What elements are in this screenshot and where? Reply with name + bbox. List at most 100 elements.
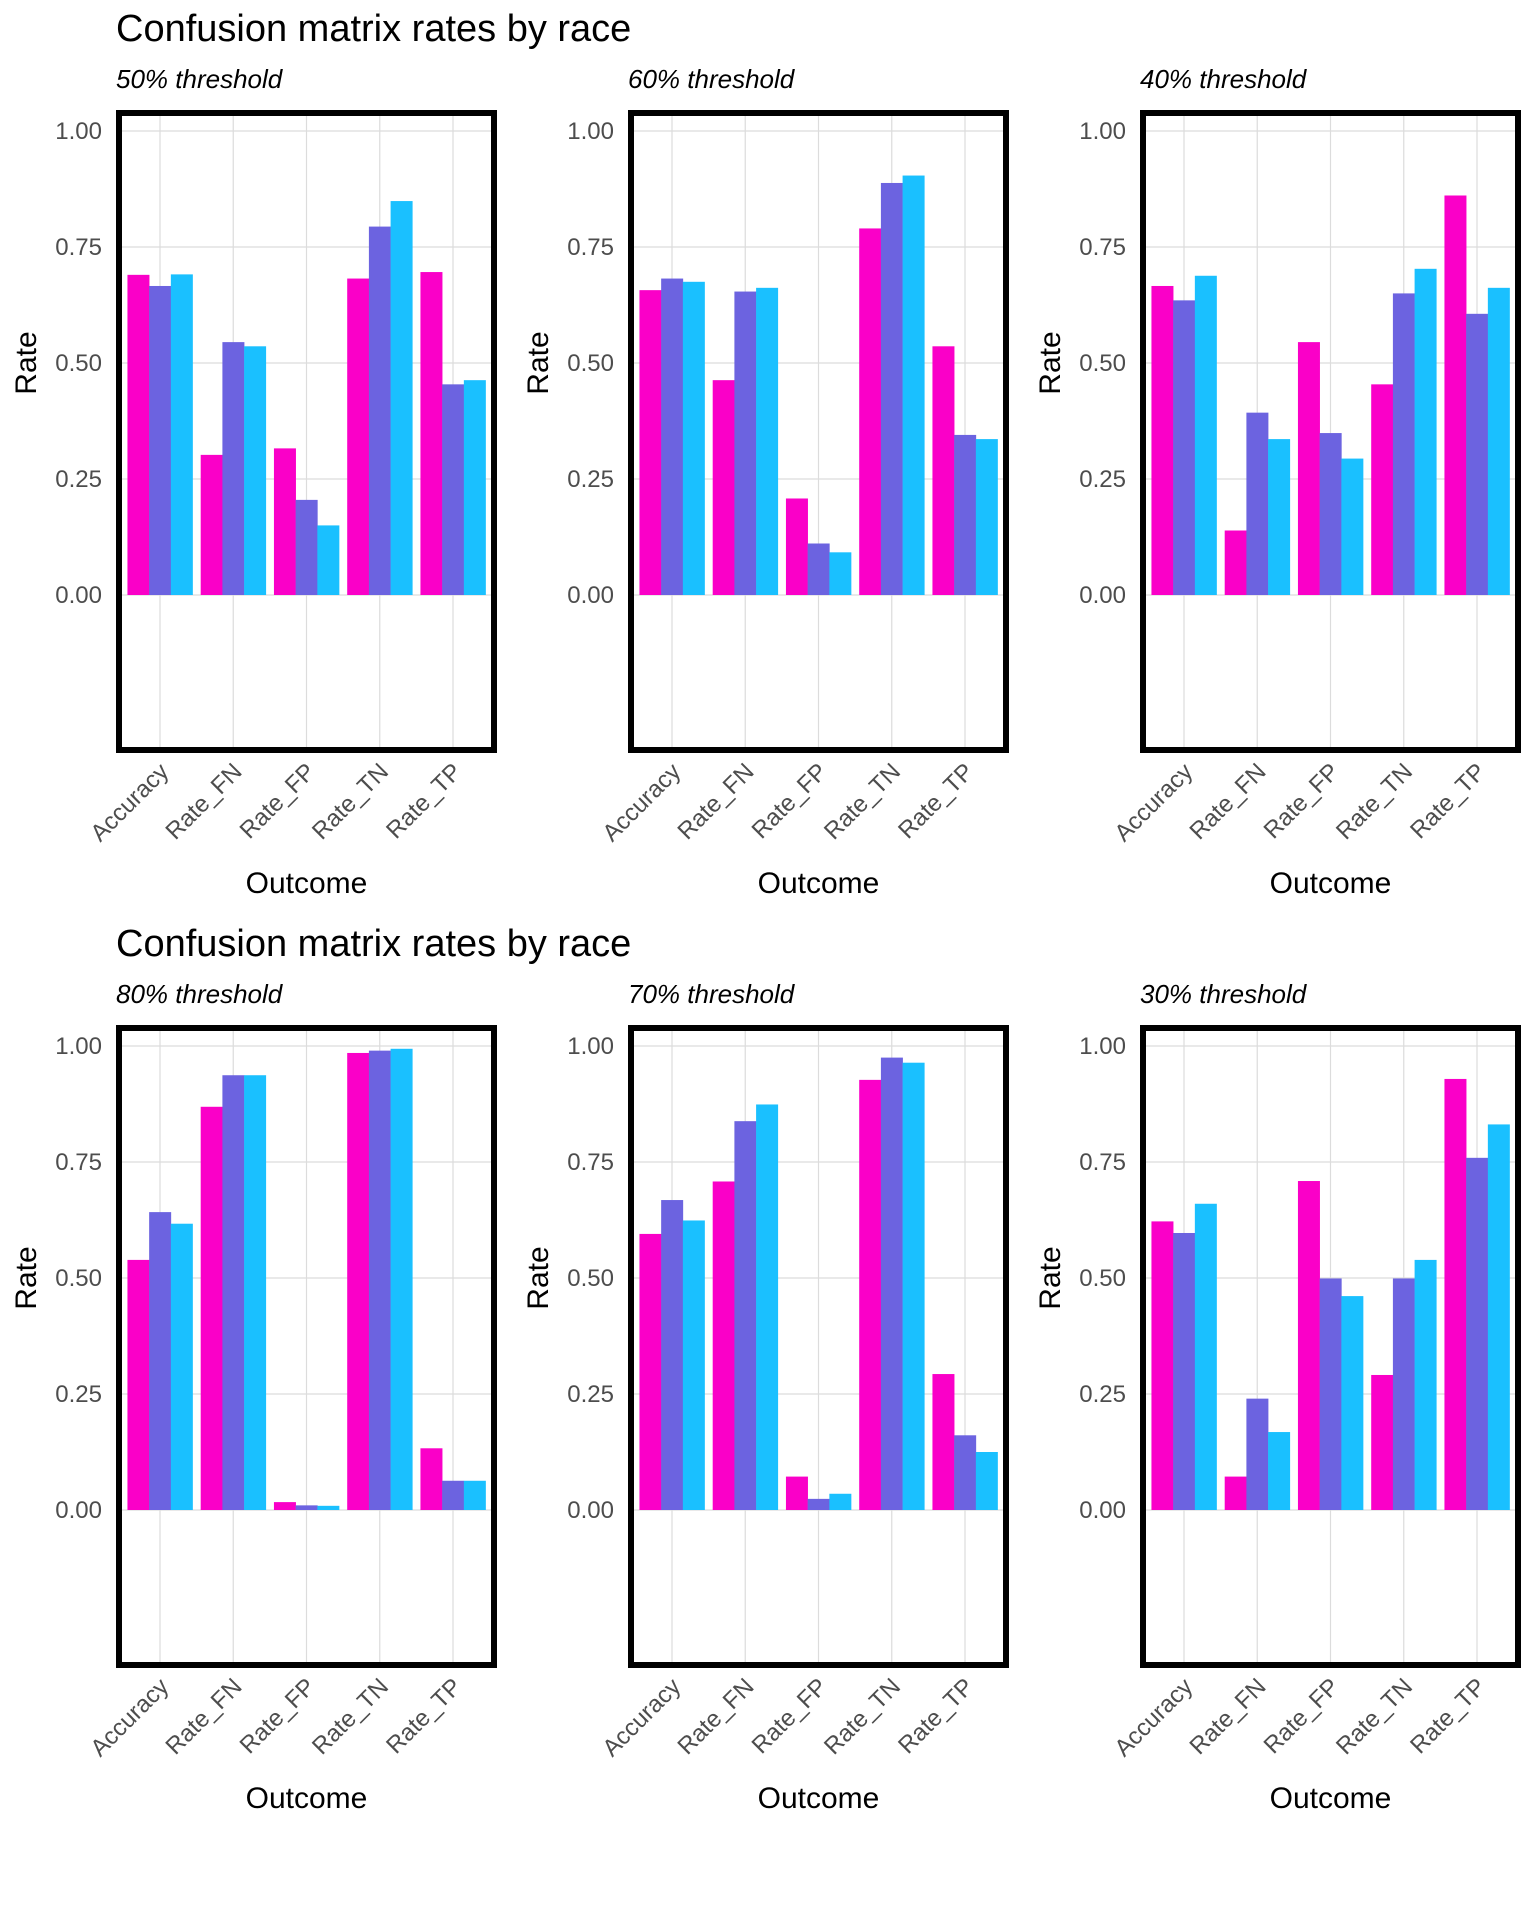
bar-rate-fn-group-2 bbox=[734, 1121, 757, 1510]
y-tick-label: 0.25 bbox=[1079, 1381, 1126, 1408]
y-tick-label: 1.00 bbox=[1079, 118, 1126, 145]
bar-rate-fp-group-3 bbox=[1341, 1296, 1364, 1510]
bar-rate-tn-group-2 bbox=[1392, 1278, 1415, 1510]
bar-rate-fn-group-2 bbox=[734, 291, 757, 595]
y-tick-label: 0.00 bbox=[55, 582, 102, 609]
x-tick-label: Rate_TP bbox=[1405, 1673, 1491, 1759]
bar-rate-tp-group-1 bbox=[932, 1374, 955, 1510]
panel-subtitle: 70% threshold bbox=[628, 979, 795, 1009]
bar-rate-fn-group-3 bbox=[756, 1104, 779, 1510]
x-tick-label: Rate_TN bbox=[307, 1673, 394, 1760]
y-axis-title: Rate bbox=[1034, 331, 1067, 394]
bar-accuracy-group-3 bbox=[170, 274, 193, 595]
bar-rate-tp-group-2 bbox=[954, 1435, 977, 1510]
x-tick-label: Rate_TP bbox=[893, 758, 979, 844]
y-tick-label: 1.00 bbox=[1079, 1033, 1126, 1060]
bar-rate-fp-group-1 bbox=[785, 498, 808, 595]
x-axis-title: Outcome bbox=[1270, 1782, 1392, 1815]
bar-rate-fp-group-1 bbox=[273, 1502, 296, 1510]
y-tick-label: 0.25 bbox=[55, 466, 102, 493]
facet-panel: 40% threshold 0.00 0.25 0.50 0.75 1.00 Accurac… bbox=[1024, 0, 1536, 900]
panel-subtitle: 40% threshold bbox=[1140, 64, 1307, 94]
facet-panel: 70% threshold 0.00 0.25 0.50 0.75 1.00 Accurac… bbox=[512, 915, 1024, 1815]
bar-rate-fn-group-1 bbox=[712, 380, 735, 595]
bar-rate-fn-group-1 bbox=[200, 1106, 223, 1510]
y-tick-label: 0.50 bbox=[55, 350, 102, 377]
bar-rate-fn-group-1 bbox=[200, 454, 223, 595]
bar-rate-fp-group-1 bbox=[1297, 342, 1320, 595]
y-tick-label: 0.50 bbox=[567, 350, 614, 377]
panel-border bbox=[628, 110, 1009, 753]
bar-rate-fp-group-2 bbox=[807, 1498, 830, 1510]
bar-rate-fn-group-2 bbox=[1246, 412, 1269, 595]
y-tick-label: 0.75 bbox=[55, 1149, 102, 1176]
bar-rate-tp-group-3 bbox=[975, 439, 998, 595]
bar-rate-tp-group-1 bbox=[932, 346, 955, 595]
bar-rate-tp-group-2 bbox=[442, 384, 465, 595]
y-tick-label: 1.00 bbox=[55, 118, 102, 145]
bar-rate-tp-group-2 bbox=[1466, 313, 1489, 595]
bar-rate-fp-group-1 bbox=[785, 1476, 808, 1510]
panel-border bbox=[1140, 110, 1521, 753]
bar-rate-tp-group-1 bbox=[420, 1448, 443, 1510]
bar-rate-fp-group-2 bbox=[1319, 1278, 1342, 1510]
x-tick-label: Accuracy bbox=[85, 1673, 174, 1762]
bar-rate-tn-group-2 bbox=[880, 1057, 903, 1510]
x-tick-label: Rate_TN bbox=[819, 758, 906, 845]
bar-accuracy-group-3 bbox=[170, 1223, 193, 1510]
y-tick-label: 0.75 bbox=[1079, 234, 1126, 261]
bar-rate-tn-group-3 bbox=[390, 1048, 413, 1510]
bar-accuracy-group-2 bbox=[1173, 300, 1196, 595]
x-axis-title: Outcome bbox=[1270, 867, 1392, 900]
bar-accuracy-group-2 bbox=[149, 285, 172, 595]
bar-rate-tp-group-2 bbox=[954, 434, 977, 595]
x-tick-label: Rate_FN bbox=[1184, 758, 1271, 845]
panel-border bbox=[116, 1025, 497, 1668]
bar-rate-tn-group-3 bbox=[1414, 268, 1437, 595]
bar-accuracy-group-2 bbox=[661, 1200, 684, 1510]
bar-accuracy-group-2 bbox=[1173, 1232, 1196, 1510]
panel-border bbox=[628, 1025, 1009, 1668]
bar-rate-fp-group-3 bbox=[829, 1493, 852, 1510]
x-tick-label: Rate_TP bbox=[381, 1673, 467, 1759]
y-tick-label: 0.75 bbox=[567, 234, 614, 261]
bar-plot: 0.000.250.500.751.00AccuracyRate_FNRate_… bbox=[1034, 110, 1521, 900]
bar-rate-tp-group-3 bbox=[1487, 287, 1510, 595]
bar-rate-tn-group-1 bbox=[859, 228, 882, 595]
bar-rate-tn-group-2 bbox=[880, 182, 903, 595]
bar-accuracy-group-3 bbox=[1194, 275, 1217, 595]
panel-subtitle: 30% threshold bbox=[1140, 979, 1307, 1009]
bar-rate-fp-group-1 bbox=[1297, 1181, 1320, 1510]
bar-rate-tp-group-1 bbox=[1444, 195, 1467, 595]
bar-plot: 0.000.250.500.751.00AccuracyRate_FNRate_… bbox=[1034, 1025, 1521, 1815]
bar-rate-fn-group-3 bbox=[244, 346, 267, 595]
x-tick-label: Rate_FN bbox=[160, 758, 247, 845]
y-tick-label: 1.00 bbox=[567, 1033, 614, 1060]
bar-rate-tn-group-3 bbox=[902, 175, 925, 595]
y-tick-label: 0.00 bbox=[55, 1497, 102, 1524]
bar-rate-fp-group-3 bbox=[829, 552, 852, 595]
x-tick-label: Rate_FP bbox=[235, 1673, 321, 1759]
y-tick-label: 0.50 bbox=[567, 1265, 614, 1292]
x-tick-label: Rate_FN bbox=[1184, 1673, 1271, 1760]
bar-accuracy-group-3 bbox=[1194, 1203, 1217, 1510]
x-tick-label: Rate_FN bbox=[160, 1673, 247, 1760]
x-tick-label: Accuracy bbox=[597, 758, 686, 847]
bar-rate-fn-group-3 bbox=[1268, 439, 1291, 595]
x-tick-label: Rate_FP bbox=[747, 1673, 833, 1759]
bar-rate-tp-group-2 bbox=[1466, 1157, 1489, 1510]
y-tick-label: 0.50 bbox=[1079, 1265, 1126, 1292]
x-tick-label: Accuracy bbox=[597, 1673, 686, 1762]
bar-rate-fp-group-2 bbox=[295, 499, 318, 595]
bar-rate-fp-group-3 bbox=[317, 525, 340, 595]
x-tick-label: Rate_FP bbox=[235, 758, 321, 844]
bar-plot: 0.000.250.500.751.00AccuracyRate_FNRate_… bbox=[522, 1025, 1009, 1815]
bar-rate-fn-group-2 bbox=[1246, 1398, 1269, 1510]
bar-rate-fn-group-2 bbox=[222, 342, 245, 595]
x-axis-title: Outcome bbox=[758, 867, 880, 900]
y-tick-label: 0.50 bbox=[1079, 350, 1126, 377]
bar-rate-fp-group-3 bbox=[1341, 458, 1364, 595]
x-tick-label: Rate_TN bbox=[1331, 758, 1418, 845]
bar-rate-tn-group-2 bbox=[1392, 293, 1415, 595]
bar-accuracy-group-1 bbox=[1151, 1221, 1174, 1510]
